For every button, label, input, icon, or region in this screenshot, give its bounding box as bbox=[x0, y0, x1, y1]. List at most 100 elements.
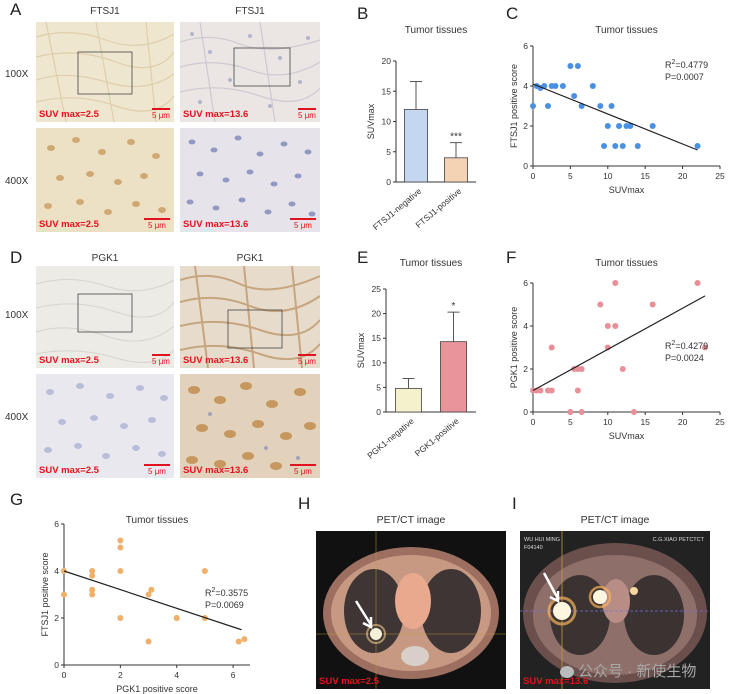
ihc-texture bbox=[44, 137, 166, 215]
y-tick-label: 20 bbox=[372, 309, 382, 319]
y-tick-label: 20 bbox=[382, 56, 392, 66]
ihc-a-mag-low: 100X bbox=[5, 69, 29, 80]
y-tick-label: 4 bbox=[54, 566, 59, 576]
pet-h-suv: SUV max=2.5 bbox=[319, 676, 379, 687]
ihc-d-left-title: PGK1 bbox=[91, 253, 119, 264]
bar-2 bbox=[443, 157, 468, 183]
ihc-texture bbox=[186, 382, 316, 470]
ihc-d3-scale: 5 μm bbox=[144, 464, 170, 476]
data-point bbox=[612, 143, 619, 149]
data-point bbox=[601, 143, 608, 149]
y-tick-label: 4 bbox=[523, 81, 528, 91]
ihc-a1-scale: 5 μm bbox=[152, 108, 170, 120]
y-tick-label: 5 bbox=[386, 147, 391, 157]
data-point bbox=[544, 103, 551, 109]
bar-1 bbox=[395, 387, 422, 413]
data-point bbox=[201, 568, 208, 574]
data-point bbox=[619, 366, 626, 372]
ihc-a3-suv: SUV max=2.5 bbox=[39, 219, 99, 230]
y-axis-label: SUVmax bbox=[356, 332, 366, 368]
data-point bbox=[61, 568, 67, 574]
data-point bbox=[630, 409, 637, 415]
ihc-texture bbox=[180, 266, 320, 368]
data-point bbox=[89, 568, 96, 574]
data-point bbox=[649, 301, 656, 308]
data-point bbox=[694, 280, 701, 286]
data-point bbox=[616, 123, 623, 129]
y-tick-label: 25 bbox=[372, 284, 382, 294]
y-tick-label: 6 bbox=[54, 519, 59, 529]
data-point bbox=[89, 586, 96, 593]
x-tick-label: 2 bbox=[118, 670, 123, 680]
y-tick-label: 0 bbox=[523, 407, 528, 417]
data-point bbox=[117, 544, 124, 551]
data-point bbox=[649, 123, 656, 129]
chart-b-title: Tumor tissues bbox=[405, 25, 467, 36]
y-tick-label: 2 bbox=[523, 121, 528, 131]
panel-letter-a: A bbox=[10, 0, 22, 19]
regression-line bbox=[63, 570, 242, 631]
r-squared-annotation: R2=0.3575 bbox=[205, 587, 248, 598]
pet-i-patient-name: WU HUI MING bbox=[524, 537, 561, 543]
x-tick-label: 15 bbox=[640, 171, 650, 181]
x-axis-label: PGK1 positive score bbox=[116, 684, 198, 694]
data-point bbox=[148, 586, 155, 593]
panel-letter-b: B bbox=[357, 4, 369, 23]
chart-g-title: Tumor tissues bbox=[126, 515, 188, 526]
chart-c-title: Tumor tissues bbox=[595, 25, 657, 36]
y-tick-label: 0 bbox=[376, 407, 381, 417]
pet-h-title: PET/CT image bbox=[376, 514, 446, 526]
panel-letter-e: E bbox=[357, 248, 369, 267]
ihc-d2-suv: SUV max=13.6 bbox=[183, 355, 249, 366]
r-squared-annotation: R2=0.4279 bbox=[665, 340, 708, 351]
data-point bbox=[627, 123, 634, 129]
data-point bbox=[619, 143, 626, 149]
panel-letter-c: C bbox=[506, 4, 519, 23]
regression-line bbox=[532, 295, 706, 392]
ihc-d-right-title: PGK1 bbox=[236, 253, 264, 264]
ihc-a-right-title: FTSJ1 bbox=[235, 6, 265, 17]
y-axis-label: FTSJ1 positive score bbox=[40, 552, 50, 636]
data-point bbox=[145, 591, 152, 598]
ihc-a4-scale: 5 μm bbox=[290, 218, 316, 230]
data-point bbox=[548, 344, 555, 351]
r-squared-annotation: R2=0.4779 bbox=[665, 59, 708, 70]
data-point bbox=[694, 143, 701, 149]
ihc-d4-scale: 5 μm bbox=[290, 464, 316, 476]
y-tick-label: 15 bbox=[372, 333, 382, 343]
data-point bbox=[604, 323, 611, 329]
y-tick-label: 6 bbox=[523, 278, 528, 288]
ihc-a4-suv: SUV max=13.6 bbox=[183, 219, 249, 230]
pet-image-h: SUV max=2.5 bbox=[316, 531, 506, 689]
data-point bbox=[145, 638, 152, 645]
watermark: 公众号 · 新使生物 bbox=[560, 660, 696, 681]
pet-image-i: WU HUI MING F04140 C.G.XIAO PETCTCT SUV … bbox=[520, 531, 710, 689]
data-point bbox=[702, 344, 709, 351]
panel-letter-g: G bbox=[10, 490, 24, 509]
ihc-d1-scale: 5 μm bbox=[152, 354, 170, 366]
ihc-d1-suv: SUV max=2.5 bbox=[39, 355, 99, 366]
ihc-texture bbox=[186, 135, 316, 217]
data-point bbox=[567, 63, 574, 69]
x-category-label: PGK1-positive bbox=[413, 416, 461, 459]
data-point bbox=[548, 387, 555, 394]
pet-ct-scan bbox=[520, 531, 710, 689]
x-tick-label: 0 bbox=[531, 171, 536, 181]
y-tick-label: 5 bbox=[376, 382, 381, 392]
ihc-a3-scale: 5 μm bbox=[144, 218, 170, 230]
p-value-annotation: P=0.0069 bbox=[205, 600, 244, 610]
ihc-texture bbox=[44, 383, 168, 459]
x-tick-label: 6 bbox=[231, 670, 236, 680]
ihc-a2-scale: 5 μm bbox=[298, 108, 316, 120]
data-point bbox=[61, 591, 67, 598]
ihc-image-d3: SUV max=2.5 5 μm bbox=[36, 374, 174, 478]
x-tick-label: 20 bbox=[678, 171, 688, 181]
ihc-a-left-title: FTSJ1 bbox=[90, 6, 120, 17]
x-tick-label: 25 bbox=[715, 171, 725, 181]
ihc-a1-suv: SUV max=2.5 bbox=[39, 109, 99, 120]
y-tick-label: 6 bbox=[523, 41, 528, 51]
data-point bbox=[612, 280, 619, 286]
p-value-annotation: P=0.0007 bbox=[665, 72, 704, 82]
x-axis-label: SUVmax bbox=[609, 431, 645, 441]
ihc-a-mag-high: 400X bbox=[5, 176, 29, 187]
